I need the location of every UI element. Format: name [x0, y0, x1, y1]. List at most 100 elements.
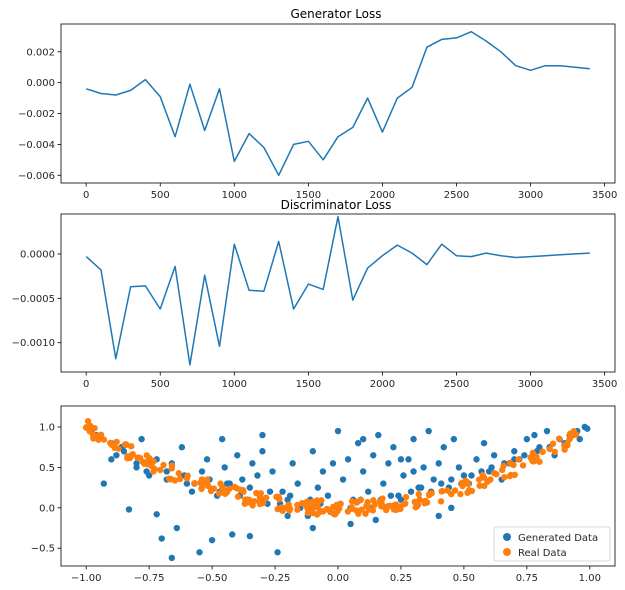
generated-data-point	[380, 480, 387, 487]
real-data-point	[476, 482, 483, 489]
real-data-point	[283, 504, 290, 511]
generated-data-point	[407, 488, 415, 495]
real-data-point	[539, 448, 546, 455]
real-data-point	[167, 476, 174, 483]
generated-data-point	[234, 452, 241, 459]
generated-data-point	[163, 468, 170, 475]
generated-data-point	[259, 431, 266, 439]
x-tick-label: 1500	[296, 379, 321, 390]
generated-data-point	[188, 488, 196, 495]
generated-data-point	[438, 480, 445, 487]
real-data-point	[416, 496, 423, 503]
x-tick-label: −1.00	[71, 573, 102, 584]
generated-data-point	[309, 448, 317, 455]
real-data-point	[484, 478, 491, 485]
generated-data-point	[448, 504, 455, 512]
generated-data-point	[289, 460, 296, 467]
y-tick-label: 0.0	[39, 503, 55, 514]
generator-loss-title: Generator Loss	[290, 7, 381, 21]
real-data-point	[344, 508, 352, 515]
real-data-point	[490, 469, 498, 477]
generated-data-point	[543, 427, 551, 435]
real-data-point	[222, 487, 229, 494]
x-tick-label: 3000	[518, 379, 543, 390]
real-data-point	[355, 510, 362, 517]
x-tick-label: 3500	[592, 379, 617, 390]
x-tick-label: 0.50	[453, 573, 475, 584]
generated-data-point	[153, 511, 160, 518]
real-data-point	[448, 490, 455, 498]
generated-data-point	[284, 512, 291, 520]
x-tick-label: 500	[151, 190, 170, 201]
real-data-point	[348, 497, 356, 505]
real-data-point	[415, 490, 422, 498]
generated-data-point	[113, 452, 120, 459]
generator-loss-chart: Generator Loss 0 500 1000 1500 2000 2500 3000 3…	[18, 7, 617, 201]
generator-loss-plot: 0 500 1000 1500 2000 2500 3000 3500 −0.006 −0.004…	[18, 30, 617, 201]
y-tick-label: −0.002	[18, 109, 55, 120]
real-data-point	[306, 502, 313, 510]
real-data-point	[515, 456, 522, 463]
real-data-point	[278, 504, 285, 511]
real-data-point	[362, 510, 369, 517]
real-data-point	[175, 470, 183, 477]
generated-data-point	[425, 427, 432, 435]
generated-data-point	[450, 435, 458, 443]
generated-data-point	[468, 472, 475, 479]
data-scatter-chart: −1.00 −0.75 −0.50 −0.25 0.00 0.25 0.50 0.75 1.00…	[31, 405, 616, 584]
real-data-point	[90, 435, 97, 442]
real-data-point	[309, 498, 316, 505]
generated-data-point	[521, 452, 528, 459]
y-tick-label: −0.5	[31, 544, 55, 555]
generated-data-point	[319, 468, 327, 475]
x-tick-label: 2000	[370, 190, 395, 201]
discriminator-loss-title: Discriminator Loss	[281, 198, 392, 212]
generated-data-point	[435, 460, 442, 467]
x-tick-label: −0.75	[134, 573, 165, 584]
legend-real-marker	[503, 548, 511, 556]
y-tick-label: 1.0	[39, 423, 55, 434]
real-data-point	[231, 483, 238, 491]
real-data-point	[84, 418, 92, 425]
legend-generated-label: Generated Data	[518, 533, 598, 544]
generated-data-point	[359, 435, 367, 443]
generated-data-point	[221, 464, 228, 471]
real-data-point	[365, 506, 373, 513]
real-data-point	[561, 446, 568, 453]
generated-data-point	[354, 439, 362, 447]
real-data-point	[113, 438, 120, 446]
generated-data-point	[347, 520, 354, 528]
generated-data-point	[208, 536, 216, 544]
discriminator-loss-chart: Discriminator Loss 0 500 1000 1500 2000 2500 3…	[12, 198, 618, 390]
generated-data-point	[581, 423, 588, 431]
generated-data-point	[168, 554, 175, 562]
generated-data-point	[254, 472, 261, 479]
real-data-point	[128, 442, 135, 450]
real-data-point	[402, 493, 410, 501]
real-data-point	[510, 461, 517, 469]
real-data-point	[437, 498, 445, 505]
real-data-point	[458, 479, 466, 487]
real-data-point	[511, 471, 519, 479]
generated-data-point	[410, 468, 417, 475]
real-data-point	[382, 506, 390, 514]
real-data-point	[160, 461, 167, 469]
real-data-point	[519, 462, 527, 469]
real-data-point	[412, 504, 419, 511]
real-data-point	[364, 498, 371, 506]
generated-data-point	[196, 549, 203, 556]
generated-data-point	[531, 431, 538, 439]
generated-data-point	[143, 468, 150, 475]
y-tick-label: −0.0010	[12, 338, 55, 349]
generated-data-point	[488, 464, 495, 471]
generated-data-point	[511, 448, 518, 455]
real-data-point	[337, 500, 344, 508]
generated-data-point	[448, 476, 455, 483]
generated-data-point	[226, 480, 233, 487]
real-data-point	[176, 475, 184, 483]
generated-data-point	[108, 456, 115, 463]
real-data-point	[298, 500, 306, 507]
generated-data-point	[390, 444, 397, 451]
real-data-point	[203, 479, 211, 486]
